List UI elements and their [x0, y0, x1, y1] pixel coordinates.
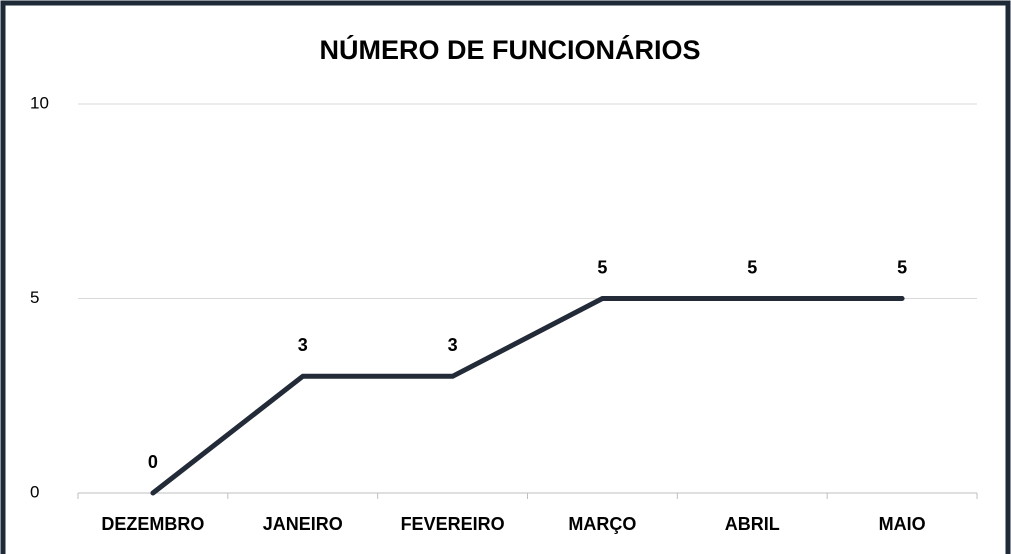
data-label: 5: [897, 257, 907, 277]
chart-title: NÚMERO DE FUNCIONÁRIOS: [319, 34, 700, 65]
x-tick-label: ABRIL: [725, 514, 780, 534]
data-line: [150, 296, 905, 496]
y-tick-label: 5: [30, 288, 39, 307]
x-tick-label: FEVEREIRO: [401, 514, 505, 534]
data-label: 0: [148, 452, 158, 472]
x-tick-label: MAIO: [879, 514, 926, 534]
data-label: 5: [597, 257, 607, 277]
x-tick-label: DEZEMBRO: [101, 514, 204, 534]
x-tick-label: JANEIRO: [263, 514, 343, 534]
data-label: 5: [747, 257, 757, 277]
data-label: 3: [448, 335, 458, 355]
x-tick-label: MARÇO: [568, 514, 636, 534]
data-label: 3: [298, 335, 308, 355]
y-tick-label: 10: [30, 93, 49, 112]
y-tick-label: 0: [30, 482, 39, 501]
